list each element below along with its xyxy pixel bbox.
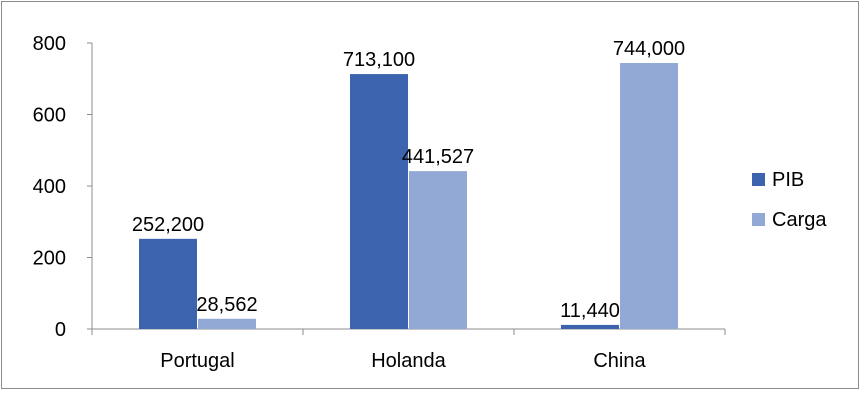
data-label-carga-portugal: 28,562 <box>196 294 257 316</box>
y-tick-label: 200 <box>33 248 66 270</box>
legend-label-carga: Carga <box>772 209 827 231</box>
legend: PIB Carga <box>752 169 827 231</box>
y-tick-label: 0 <box>55 319 66 341</box>
y-tick-label: 600 <box>33 105 66 127</box>
bar-carga-holanda <box>409 171 467 329</box>
bar-pib-china <box>561 324 619 329</box>
data-label-pib-holanda: 713,100 <box>343 49 415 71</box>
legend-swatch-carga <box>752 213 765 226</box>
plot-area: 0 200 400 600 800 252,200 28,562 Portugal 713,10… <box>33 33 726 372</box>
bar-pib-holanda <box>350 74 408 330</box>
x-category-label: China <box>593 350 646 372</box>
bar-pib-portugal <box>139 238 197 329</box>
bar-carga-china <box>620 63 678 330</box>
y-tick-label: 800 <box>33 33 66 55</box>
data-label-pib-china: 11,440 <box>560 300 620 322</box>
data-label-carga-china: 744,000 <box>613 38 685 60</box>
data-label-pib-portugal: 252,200 <box>132 214 204 236</box>
legend-swatch-pib <box>752 173 765 186</box>
y-tick-label: 400 <box>33 176 66 198</box>
legend-label-pib: PIB <box>772 169 804 191</box>
x-category-label: Portugal <box>160 350 235 372</box>
data-label-carga-holanda: 441,527 <box>402 146 474 168</box>
bar-carga-portugal <box>198 318 256 329</box>
x-category-label: Holanda <box>371 350 446 372</box>
